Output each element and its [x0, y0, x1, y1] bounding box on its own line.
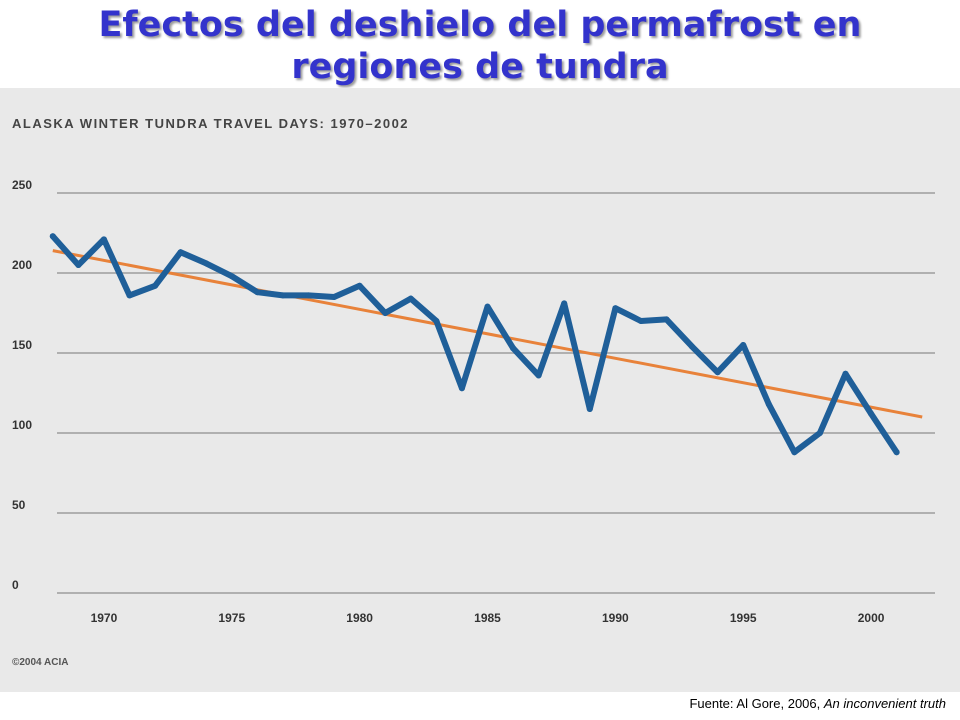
data-point-2000	[868, 410, 875, 417]
data-point-1976	[254, 289, 261, 296]
y-tick-label-50: 50	[12, 498, 26, 512]
trend-line	[52, 249, 923, 419]
x-tick-label-1985: 1985	[474, 611, 501, 625]
data-point-1997	[791, 449, 798, 456]
data-point-1980	[356, 282, 363, 289]
data-point-1981	[382, 310, 389, 316]
data-point-1982	[407, 295, 414, 302]
y-tick-label-150: 150	[12, 338, 32, 352]
data-point-1996	[765, 401, 772, 408]
data-point-1992	[663, 316, 670, 323]
x-tick-labels: 1970 1975 1980 1985 1990 1995 2000	[91, 611, 885, 625]
slide-title: Efectos del deshielo del permafrost en r…	[0, 4, 960, 88]
data-point-1969	[75, 262, 82, 268]
data-point-1974	[203, 260, 210, 267]
x-tick-label-1980: 1980	[346, 611, 373, 625]
grid-lines	[57, 192, 935, 594]
data-point-1978	[305, 292, 312, 299]
data-point-1989	[586, 406, 593, 412]
data-point-1979	[331, 294, 338, 300]
line-chart: ALASKA WINTER TUNDRA TRAVEL DAYS: 1970–2…	[12, 116, 935, 668]
data-point-1988	[561, 300, 568, 307]
source-note: Fuente: Al Gore, 2006, An inconvenient t…	[689, 696, 946, 711]
data-point-1975	[228, 273, 235, 280]
series-layer	[49, 233, 900, 456]
chart-panel	[0, 88, 960, 692]
slide-title-line-2: regiones de tundra	[291, 47, 669, 87]
data-point-1991	[637, 318, 644, 324]
data-point-1994	[714, 369, 721, 376]
source-prefix: Fuente: Al Gore, 2006,	[689, 696, 824, 711]
data-point-1968	[49, 233, 56, 240]
data-point-1998	[816, 430, 823, 436]
data-point-1995	[740, 342, 747, 348]
x-tick-label-1995: 1995	[730, 611, 757, 625]
data-point-1971	[126, 292, 133, 299]
data-point-1973	[177, 249, 184, 256]
y-tick-label-200: 200	[12, 258, 32, 272]
data-point-1990	[612, 305, 619, 312]
data-point-1983	[433, 318, 440, 324]
data-point-1999	[842, 370, 849, 377]
data-point-1987	[535, 372, 542, 379]
data-point-1993	[689, 343, 696, 350]
chart-title: ALASKA WINTER TUNDRA TRAVEL DAYS: 1970–2…	[12, 116, 409, 131]
x-tick-label-1970: 1970	[91, 611, 118, 625]
y-tick-label-100: 100	[12, 418, 32, 432]
y-tick-label-250: 250	[12, 178, 32, 192]
x-tick-label-1975: 1975	[218, 611, 245, 625]
source-work: An inconvenient truth	[823, 696, 946, 711]
data-point-2001	[893, 449, 900, 456]
y-tick-label-0: 0	[12, 578, 19, 592]
data-point-1972	[152, 282, 159, 289]
trend-layer	[52, 249, 923, 419]
series-line-0	[49, 233, 900, 456]
data-point-1985	[484, 303, 491, 310]
x-tick-label-1990: 1990	[602, 611, 629, 625]
x-tick-label-2000: 2000	[858, 611, 885, 625]
data-point-1977	[279, 292, 286, 299]
data-point-1970	[100, 236, 107, 243]
y-tick-labels: 0 50 100 150 200 250	[12, 178, 32, 592]
data-point-1984	[458, 385, 465, 392]
chart-credit: ©2004 ACIA	[12, 657, 68, 668]
slide-title-line-1: Efectos del deshielo del permafrost en	[98, 5, 862, 45]
data-point-1986	[510, 345, 517, 352]
